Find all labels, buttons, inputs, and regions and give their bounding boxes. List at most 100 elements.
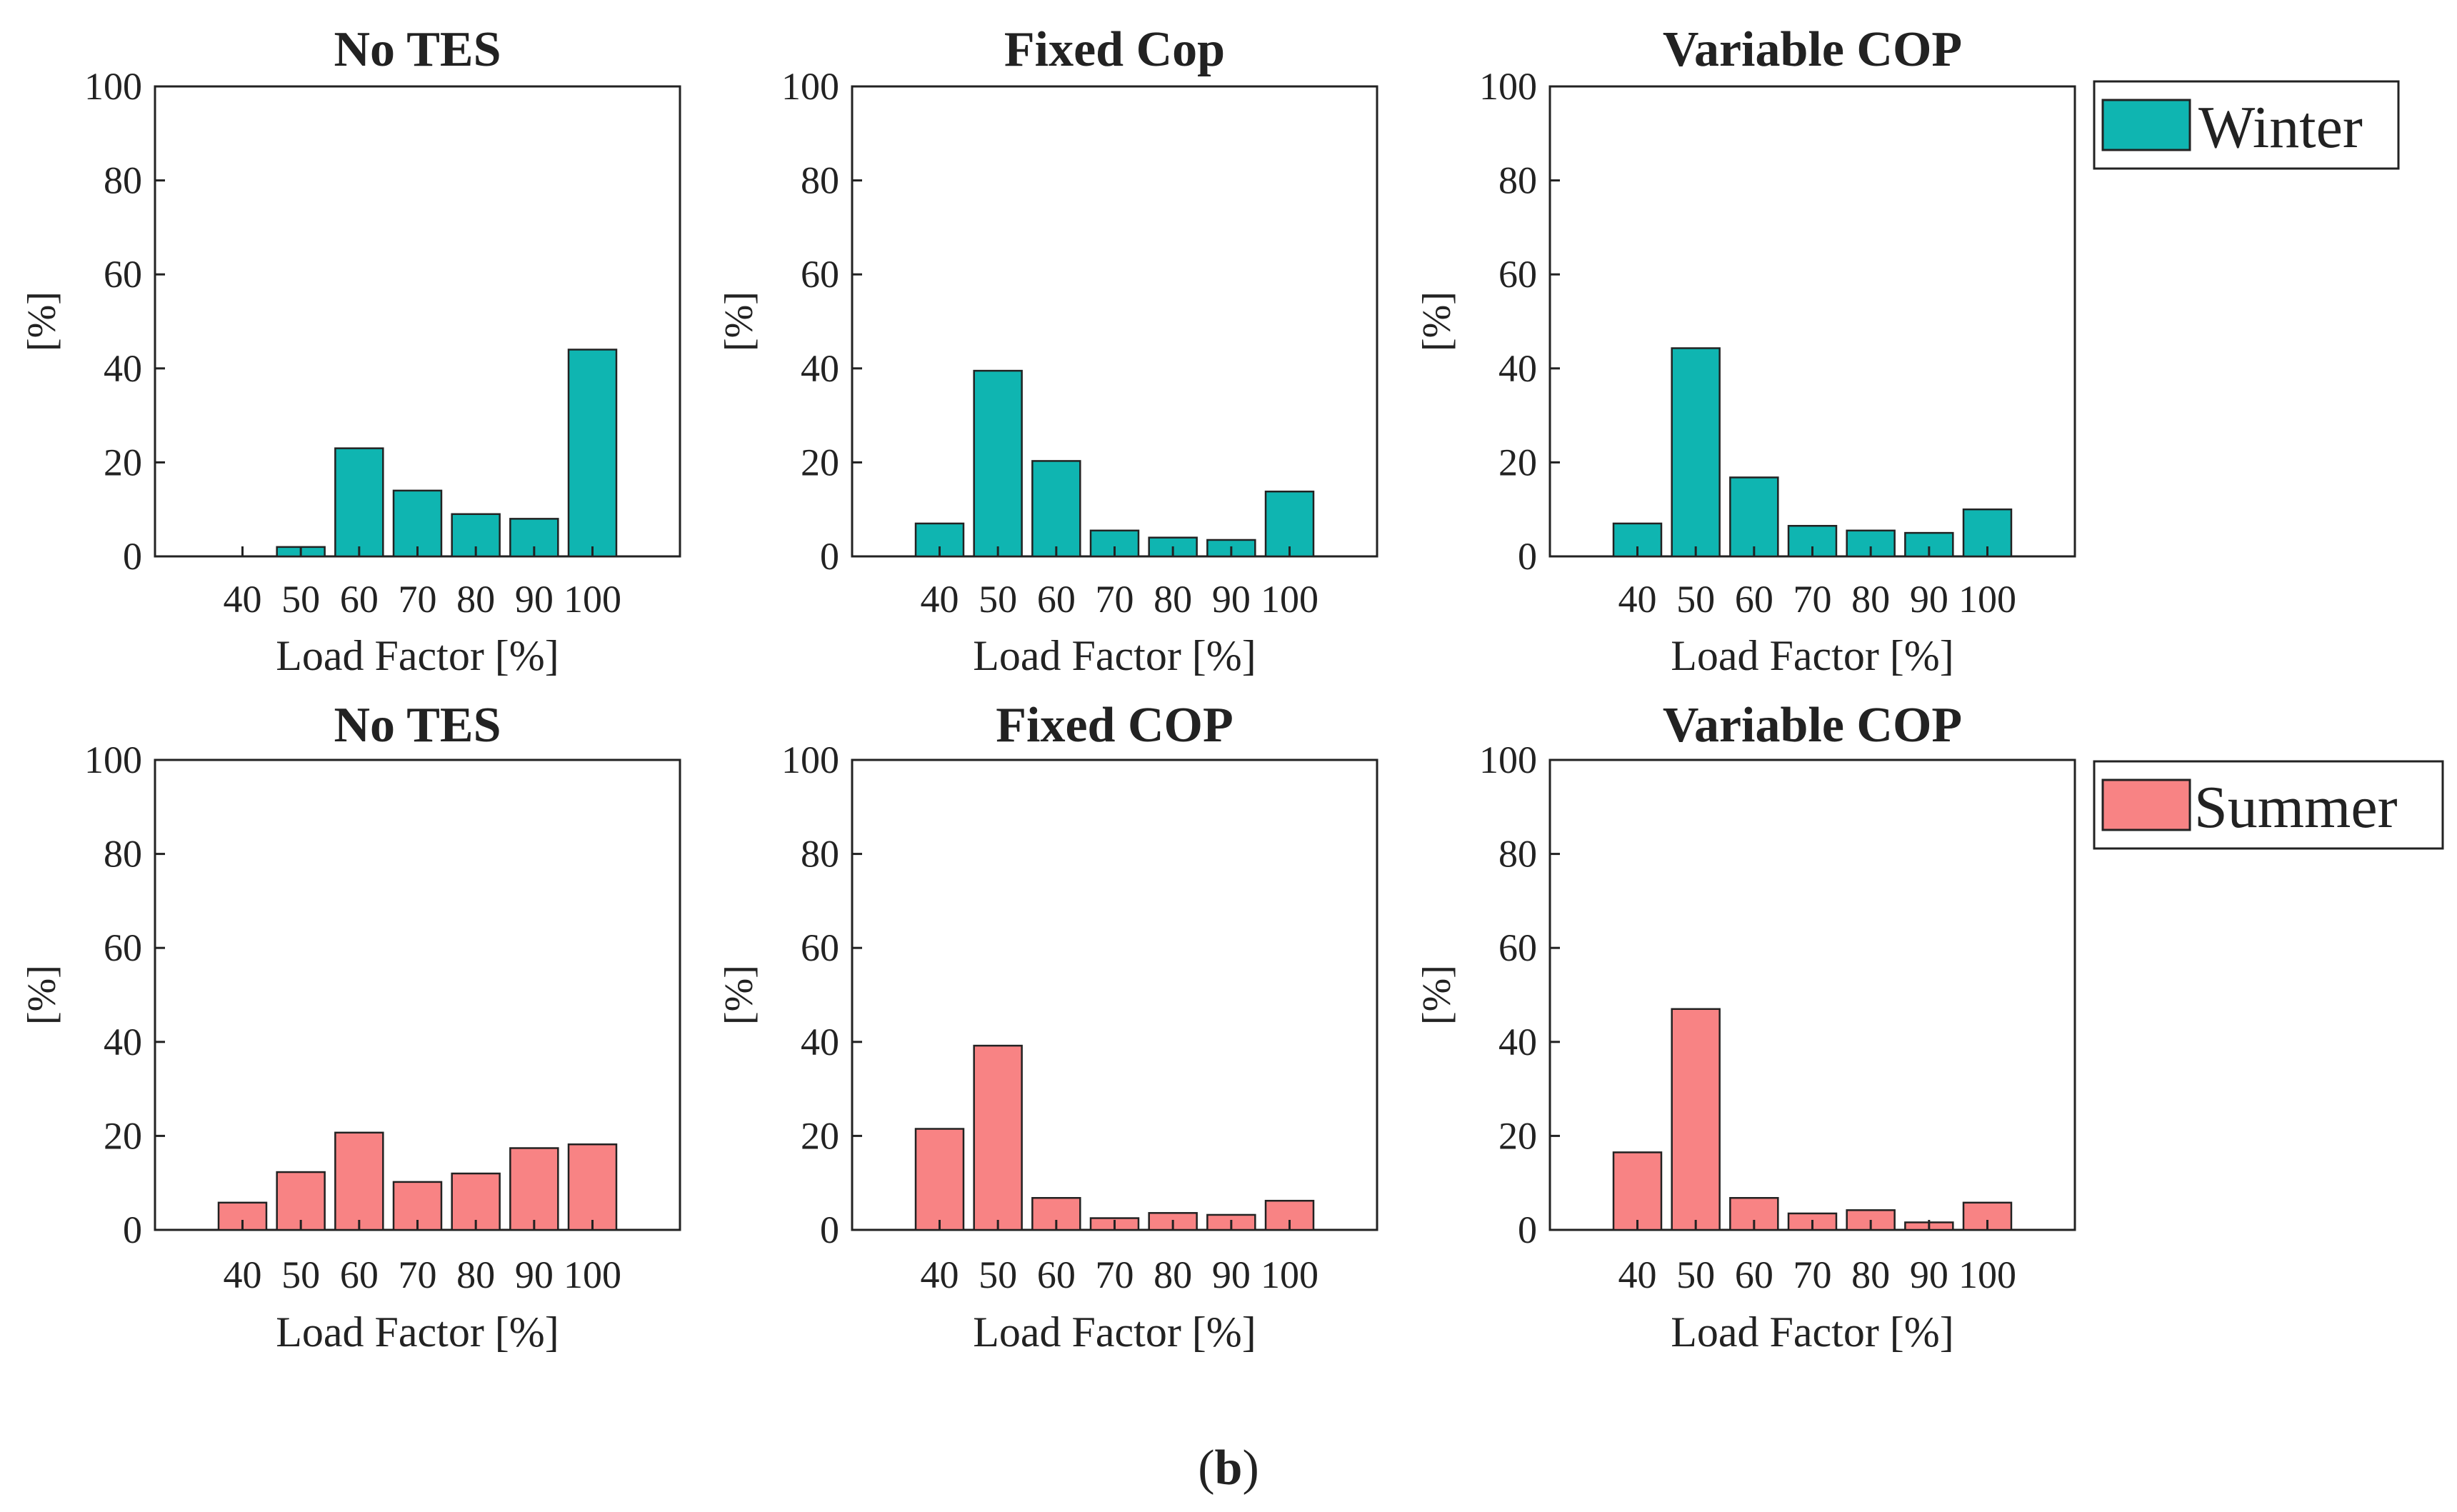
x-tick-label: 40	[224, 578, 262, 621]
bar-90	[509, 1147, 559, 1231]
figure-caption: (b)	[1198, 1441, 1259, 1496]
plot-area	[1548, 85, 2076, 558]
bar-50	[973, 1044, 1023, 1231]
x-tick-label: 60	[1037, 1253, 1076, 1296]
x-tick-label: 80	[1154, 578, 1192, 621]
bar-60	[334, 447, 384, 558]
x-tick-label: 100	[564, 578, 621, 621]
y-tick-label: 0	[123, 1208, 142, 1251]
legend-winter-swatch	[2101, 99, 2191, 151]
x-tick-label: 60	[1735, 1253, 1773, 1296]
x-tick-label: 70	[1096, 1253, 1134, 1296]
x-tick-label: 80	[1851, 1253, 1890, 1296]
x-tick-label: 70	[1793, 578, 1832, 621]
y-tick-label: 100	[781, 65, 839, 108]
y-tick-label: 60	[1498, 253, 1537, 296]
caption-letter: b	[1215, 1441, 1243, 1496]
x-tick-label: 90	[1910, 1253, 1948, 1296]
chart-title: Fixed Cop	[1004, 22, 1225, 77]
x-tick-label: 50	[281, 578, 320, 621]
x-axis-label: Load Factor [%]	[276, 632, 559, 679]
x-tick-label: 60	[1037, 578, 1076, 621]
x-tick-label: 80	[1851, 578, 1890, 621]
x-tick-label: 50	[281, 1253, 320, 1296]
caption-close: )	[1242, 1441, 1258, 1496]
y-tick-label: 60	[104, 926, 142, 969]
bar-60	[334, 1131, 384, 1231]
y-tick-label: 0	[820, 1208, 839, 1251]
y-tick-label: 60	[104, 253, 142, 296]
x-tick-label: 50	[979, 578, 1017, 621]
x-axis-label: Load Factor [%]	[1671, 632, 1954, 679]
y-tick-label: 40	[801, 1021, 839, 1063]
x-tick-label: 60	[1735, 578, 1773, 621]
x-tick-label: 80	[1154, 1253, 1192, 1296]
x-tick-label: 60	[340, 578, 379, 621]
bar-60	[1031, 460, 1081, 558]
bar-40	[914, 1128, 965, 1231]
legend-summer: Summer	[2093, 760, 2444, 850]
y-tick-label: 80	[1498, 833, 1537, 876]
x-tick-label: 50	[1676, 1253, 1715, 1296]
x-tick-label: 40	[224, 1253, 262, 1296]
x-tick-label: 90	[1910, 578, 1948, 621]
y-tick-label: 20	[1498, 1114, 1537, 1157]
y-tick-label: 80	[801, 833, 839, 876]
bar-50	[1671, 347, 1721, 558]
y-tick-label: 0	[1518, 535, 1537, 578]
y-tick-label: 20	[801, 1114, 839, 1157]
y-tick-label: 60	[801, 926, 839, 969]
y-tick-label: 80	[801, 159, 839, 202]
bar-100	[567, 1143, 618, 1231]
y-tick-label: 20	[104, 441, 142, 484]
chart-title: No TES	[334, 22, 501, 77]
bar-50	[973, 369, 1023, 558]
y-tick-label: 100	[1479, 65, 1537, 108]
y-tick-label: 60	[801, 253, 839, 296]
y-axis-label: [%]	[1415, 965, 1459, 1025]
y-axis-label: [%]	[717, 291, 761, 351]
chart-title: Fixed COP	[996, 698, 1233, 753]
x-axis-label: Load Factor [%]	[973, 1308, 1256, 1356]
x-axis-label: Load Factor [%]	[973, 632, 1256, 679]
bar-50	[1671, 1008, 1721, 1231]
y-axis-label: [%]	[20, 965, 64, 1025]
x-tick-label: 40	[1618, 1253, 1657, 1296]
x-tick-label: 40	[921, 1253, 959, 1296]
bar-100	[567, 349, 618, 558]
x-tick-label: 80	[456, 578, 495, 621]
y-tick-label: 100	[84, 739, 142, 781]
x-tick-label: 70	[1096, 578, 1134, 621]
x-tick-label: 100	[1958, 578, 2016, 621]
legend-winter-box	[2093, 80, 2400, 170]
y-tick-label: 100	[1479, 739, 1537, 781]
y-tick-label: 40	[1498, 1021, 1537, 1063]
x-tick-label: 90	[1212, 578, 1251, 621]
x-tick-label: 40	[921, 578, 959, 621]
caption-open: (	[1198, 1441, 1214, 1496]
x-tick-label: 80	[456, 1253, 495, 1296]
x-tick-label: 70	[1793, 1253, 1832, 1296]
x-tick-label: 100	[1958, 1253, 2016, 1296]
y-tick-label: 40	[1498, 347, 1537, 390]
x-tick-label: 100	[1261, 578, 1318, 621]
x-tick-label: 50	[1676, 578, 1715, 621]
x-axis-label: Load Factor [%]	[1671, 1308, 1954, 1356]
x-tick-label: 90	[515, 578, 554, 621]
bar-60	[1729, 476, 1779, 558]
y-tick-label: 0	[820, 535, 839, 578]
y-tick-label: 40	[801, 347, 839, 390]
x-tick-label: 70	[399, 1253, 437, 1296]
y-tick-label: 0	[1518, 1208, 1537, 1251]
y-tick-label: 20	[801, 441, 839, 484]
y-tick-label: 100	[781, 739, 839, 781]
y-tick-label: 80	[1498, 159, 1537, 202]
bar-40	[1612, 1151, 1663, 1231]
x-tick-label: 90	[1212, 1253, 1251, 1296]
legend-winter-label: Winter	[2198, 94, 2363, 161]
